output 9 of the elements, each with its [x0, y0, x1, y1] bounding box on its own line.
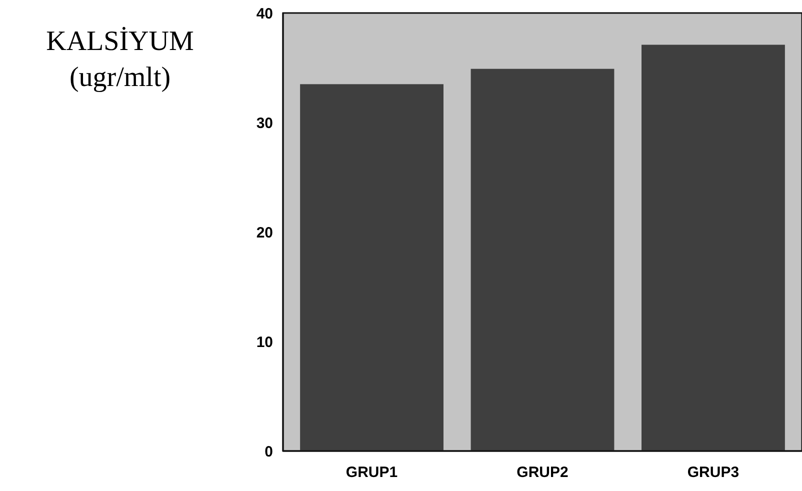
x-tick-label: GRUP3 — [687, 464, 740, 481]
y-tick-label: 30 — [256, 114, 273, 132]
y-tick-label: 20 — [256, 224, 273, 242]
y-tick-label: 10 — [256, 334, 273, 351]
x-tick-label: GRUP1 — [346, 464, 398, 481]
y-tick-label: 40 — [256, 5, 273, 22]
y-tick-label: 0 — [264, 443, 273, 460]
y-axis-title: KALSİYUM (ugr/mlt) — [46, 26, 194, 93]
x-tick-label: GRUP2 — [516, 464, 568, 481]
